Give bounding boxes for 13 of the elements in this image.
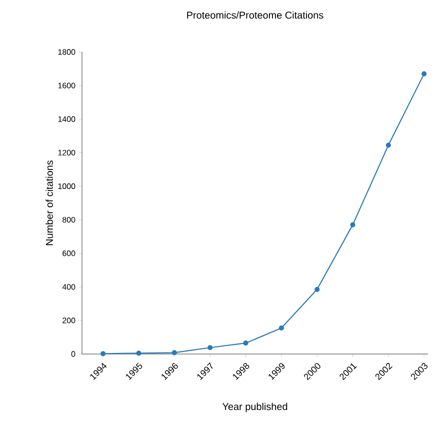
point — [422, 71, 427, 76]
chart-title: Proteomics/Proteome Citations — [187, 11, 324, 19]
point — [136, 350, 142, 356]
point — [172, 350, 177, 356]
y-axis-title: Number of citations — [46, 160, 53, 246]
point — [278, 325, 284, 331]
point — [243, 340, 248, 346]
point — [350, 222, 356, 228]
point — [100, 351, 106, 356]
point — [208, 345, 213, 350]
point — [386, 142, 391, 148]
x-axis-title: Year published — [222, 402, 288, 412]
point — [314, 286, 320, 292]
